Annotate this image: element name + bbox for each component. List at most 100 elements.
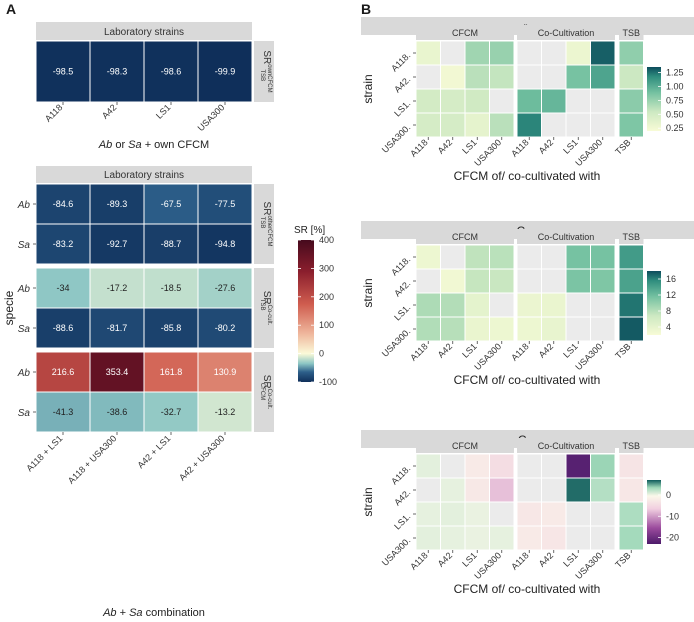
heatmap-cell	[565, 316, 591, 342]
heatmap-cell	[143, 223, 199, 265]
cell-value: 130.9	[214, 367, 237, 377]
y-tick-label: Ab	[17, 200, 31, 211]
cell-value: -84.6	[53, 199, 74, 209]
heatmap-cell	[489, 64, 515, 90]
heatmap-cell	[440, 316, 466, 342]
cell-value: -80.2	[215, 323, 236, 333]
legend-colorbar	[647, 480, 661, 544]
x-tick-label: A118	[43, 102, 64, 123]
y-tick-label: A118.	[389, 254, 412, 277]
heatmap-cell	[590, 501, 616, 527]
heatmap-cell	[541, 268, 567, 294]
heatmap-cell	[464, 244, 490, 270]
cell-value: -94.8	[215, 239, 236, 249]
heatmap-cell	[590, 268, 616, 294]
heatmap-cell	[541, 477, 567, 503]
facet-strip-label: TSB	[622, 441, 640, 451]
heatmap-cell	[565, 40, 591, 66]
facet-strip	[517, 229, 615, 244]
heatmap-cell	[415, 453, 441, 479]
heatmap-cell	[541, 244, 567, 270]
legend-colorbar	[647, 271, 661, 335]
heatmap-cell	[541, 64, 567, 90]
legend-tick-label: 0.75	[666, 95, 684, 105]
legend-tick-label: 200	[319, 292, 334, 302]
cell-value: -34	[56, 283, 69, 293]
heatmap-cell	[618, 453, 644, 479]
heatmap-cell	[590, 477, 616, 503]
legend-colorbar	[298, 240, 314, 382]
x-tick-label: A118	[408, 341, 429, 362]
heatmap-cell	[440, 64, 466, 90]
x-tick-label: A42	[537, 341, 555, 359]
heatmap-cell	[516, 40, 542, 66]
heatmap-cell	[489, 88, 515, 114]
legend-tick-label: 8	[666, 306, 671, 316]
legend-tick-label: -20	[666, 533, 679, 543]
cell-value: 216.6	[52, 367, 75, 377]
heatmap-cell	[143, 267, 199, 309]
y-axis-title: strain	[361, 278, 375, 307]
heatmap-cell	[565, 88, 591, 114]
facet-strip-label: CFCM	[452, 28, 478, 38]
y-axis-title: specie	[2, 290, 16, 325]
heatmap-cell	[565, 64, 591, 90]
legend-tick-label: 0	[319, 349, 324, 359]
heatmap-cell	[89, 183, 145, 225]
x-tick-label: LS1	[154, 102, 172, 120]
x-tick-label: TSB	[613, 137, 632, 156]
y-tick-label: Ab	[17, 284, 31, 295]
heatmap-cell	[197, 223, 253, 265]
heatmap-cell	[464, 477, 490, 503]
heatmap-cell	[541, 501, 567, 527]
panel-b-block: rgCFCMCo-CultivationTSBA118.A42.LS1.USA3…	[361, 17, 694, 183]
x-tick-label: LS1	[561, 341, 579, 359]
panel-a-own-cfcm: Laboratory strains -98.5 -98.3 -98.6 -99.9 SR…	[35, 22, 274, 151]
panel-b-block: CendCFCMCo-CultivationTSBA118.A42.LS1.US…	[361, 221, 694, 387]
x-tick-label: TSB	[613, 341, 632, 360]
cell-value: -81.7	[107, 323, 128, 333]
y-tick-label: A42.	[392, 278, 412, 298]
legend-tick-label: 400	[319, 235, 334, 245]
heatmap-cell	[464, 40, 490, 66]
heatmap-cell	[440, 477, 466, 503]
cell-value: -38.6	[107, 407, 128, 417]
x-tick-label: A42	[100, 102, 118, 120]
heatmap-cell	[35, 223, 91, 265]
heatmap-cell	[489, 244, 515, 270]
strip-background	[36, 22, 252, 40]
heatmap-cell	[197, 267, 253, 309]
heatmap-cell	[541, 316, 567, 342]
x-tick-label: LS1	[561, 550, 579, 568]
y-tick-label: USA300.	[380, 122, 413, 155]
heatmap-cell	[464, 501, 490, 527]
y-tick-label: A42.	[392, 487, 412, 507]
heatmap-cell	[565, 477, 591, 503]
heatmap-cell	[464, 316, 490, 342]
heatmap-cell	[565, 501, 591, 527]
heatmap-cell	[565, 453, 591, 479]
heatmap-cell	[197, 307, 253, 349]
cell-value: -89.3	[107, 199, 128, 209]
heatmap-cell	[415, 64, 441, 90]
heatmap-cell	[541, 525, 567, 551]
x-tick-label: USA300	[472, 550, 503, 581]
cell-value: -92.7	[107, 239, 128, 249]
cell-value: -99.9	[215, 67, 236, 77]
x-tick-label: LS1	[460, 341, 478, 359]
heatmap-cell	[516, 244, 542, 270]
heatmap-cell	[516, 501, 542, 527]
facet-strip	[517, 25, 615, 40]
legend-tick-label: 0.50	[666, 109, 684, 119]
facet-strip-label: CFCM	[452, 232, 478, 242]
facet-strip	[619, 25, 644, 40]
legend-colorbar	[647, 67, 661, 131]
facet-strip	[254, 352, 274, 432]
facet-strip	[517, 438, 615, 453]
heatmap-cell	[89, 223, 145, 265]
strip-title: Laboratory strains	[104, 170, 184, 181]
heatmap-cell	[516, 112, 542, 138]
y-tick-label: LS1.	[392, 98, 412, 118]
cell-value: -98.3	[107, 67, 128, 77]
x-tick-label: LS1	[561, 137, 579, 155]
